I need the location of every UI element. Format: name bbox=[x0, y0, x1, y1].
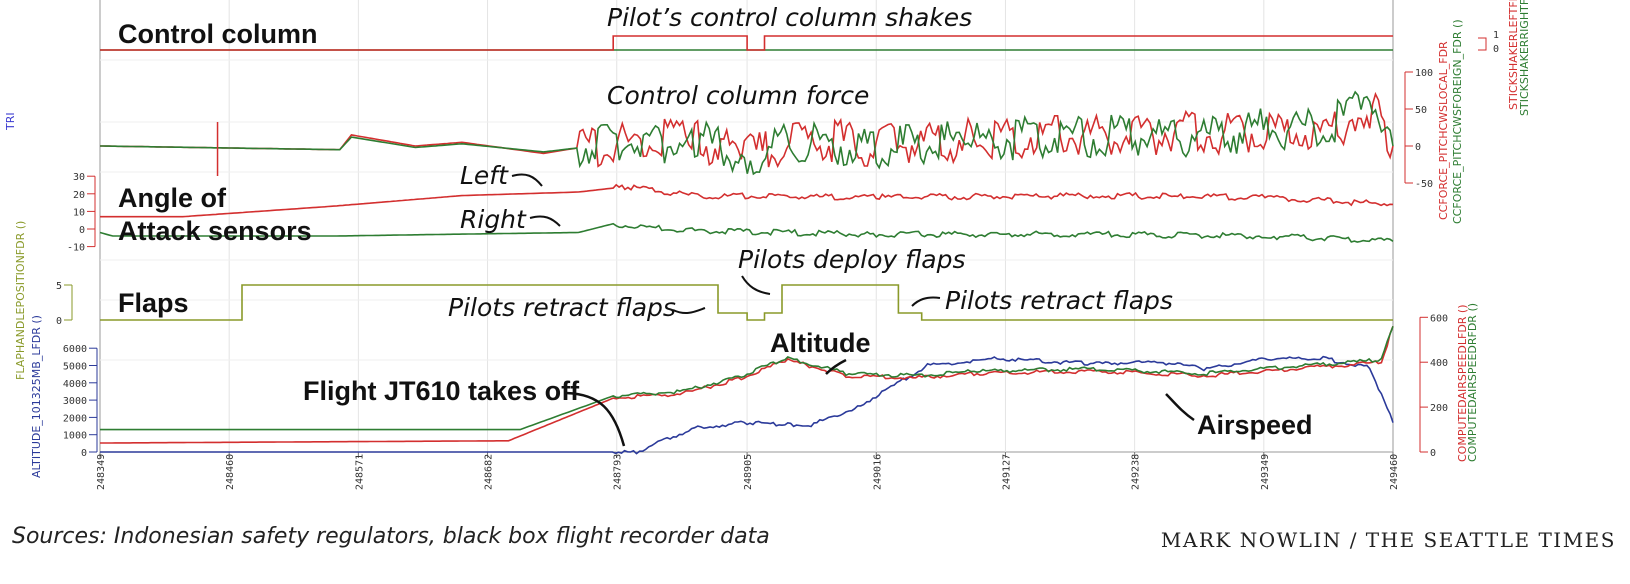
axis-label-tri: TRI bbox=[4, 112, 17, 131]
x-tick-label: 248460 bbox=[225, 454, 236, 490]
axes: 248349 248460 248571 248682 248793 248905 2490… bbox=[4, 0, 1531, 490]
axis-label-airspeed-r: COMPUTEDAIRSPEEDRFDR () bbox=[1466, 303, 1479, 462]
annotation-deploy: Pilots deploy flaps bbox=[738, 245, 966, 274]
annotation-retract-1: Pilots retract flaps bbox=[448, 293, 676, 322]
airspeed-axis-tick-label: 400 bbox=[1430, 358, 1448, 369]
altitude-axis-tick-label: 3000 bbox=[63, 396, 87, 407]
alt-spd-series-2 bbox=[100, 326, 1394, 431]
arrow-deploy bbox=[741, 275, 771, 295]
x-tick-label: 248905 bbox=[743, 454, 754, 490]
control-column-series-1 bbox=[100, 35, 1393, 51]
sources-note: Sources: Indonesian safety regulators, b… bbox=[12, 524, 770, 549]
altitude-axis-tick-label: 0 bbox=[81, 448, 87, 459]
series-layer bbox=[99, 35, 1394, 455]
annotation-airspeed: Airspeed bbox=[1197, 410, 1313, 440]
panel-label-aoa-line2: Attack sensors bbox=[118, 216, 312, 246]
axis-label-stickshaker-left: STICKSHAKERLEFTFDR bbox=[1507, 0, 1520, 110]
force-axis-tick-label: 100 bbox=[1415, 68, 1433, 79]
arrow-altitude bbox=[825, 358, 847, 375]
aoa-series-left bbox=[100, 183, 1394, 218]
stickshaker-tick-1: 1 bbox=[1493, 30, 1499, 41]
arrow-retract-2 bbox=[911, 296, 941, 307]
arrow-left bbox=[511, 173, 543, 187]
altitude-axis-tick-label: 2000 bbox=[63, 413, 87, 424]
axis-label-airspeed-l: COMPUTEDAIRSPEEDLFDR () bbox=[1456, 304, 1469, 462]
arrow-takeoff bbox=[565, 391, 626, 447]
axis-label-stickshaker-right: STICKSHAKERRIGHTFDR bbox=[1518, 0, 1531, 116]
aoa-axis-tick-label: 30 bbox=[73, 172, 85, 183]
flaps-axis-tick-label: 5 bbox=[56, 281, 62, 292]
arrow-airspeed bbox=[1165, 393, 1195, 422]
aoa-axis-tick-label: 0 bbox=[79, 225, 85, 236]
force-axis-tick-label: 0 bbox=[1415, 142, 1421, 153]
panel-label-control-column: Control column bbox=[118, 19, 317, 49]
force-axis-tick-label: 50 bbox=[1415, 105, 1427, 116]
x-tick-label: 249349 bbox=[1260, 454, 1271, 490]
panel-label-aoa-line1: Angle of bbox=[118, 183, 227, 213]
airspeed-axis-tick-label: 600 bbox=[1430, 313, 1448, 324]
alt-spd-series-1 bbox=[100, 326, 1394, 444]
airspeed-axis-tick-label: 0 bbox=[1430, 448, 1436, 459]
x-tick-label: 248682 bbox=[484, 454, 495, 490]
x-tick-label: 248793 bbox=[613, 454, 624, 490]
x-tick-label: 249238 bbox=[1131, 454, 1142, 490]
alt-spd-series-0 bbox=[100, 355, 1394, 455]
x-tick-label: 248349 bbox=[96, 454, 107, 490]
altitude-axis-tick-label: 1000 bbox=[63, 431, 87, 442]
force-series-1 bbox=[100, 90, 1394, 176]
altitude-axis-tick-label: 6000 bbox=[63, 344, 87, 355]
annotation-retract-2: Pilots retract flaps bbox=[945, 286, 1173, 315]
airspeed-axis-tick-label: 200 bbox=[1430, 403, 1448, 414]
altitude-axis-tick-label: 4000 bbox=[63, 379, 87, 390]
credit-line: MARK NOWLIN / THE SEATTLE TIMES bbox=[1160, 528, 1616, 552]
force-axis-tick-label: -50 bbox=[1415, 179, 1433, 190]
aoa-axis-tick-label: 20 bbox=[73, 190, 85, 201]
x-tick-label: 249016 bbox=[872, 454, 883, 490]
annotation-altitude: Altitude bbox=[770, 328, 871, 358]
stickshaker-tick-0: 0 bbox=[1493, 44, 1499, 55]
annotation-left: Left bbox=[460, 161, 509, 190]
aoa-axis-tick-label: 10 bbox=[73, 207, 85, 218]
axis-label-ccforce-local: CCFORCE_PITCHCWSLOCAL_FDR bbox=[1437, 41, 1450, 220]
x-tick-label: 248571 bbox=[354, 454, 365, 490]
annotation-stick-shaker: Pilot’s control column shakes bbox=[607, 3, 972, 32]
axis-label-altitude: ALTITUDE_101325MB_LFDR () bbox=[30, 315, 43, 478]
flaps-series bbox=[100, 284, 1393, 321]
labels-layer: Control column Pilot’s control column sha… bbox=[118, 3, 1313, 447]
annotation-right: Right bbox=[460, 205, 527, 234]
x-tick-label: 249460 bbox=[1389, 454, 1400, 490]
aoa-axis-tick-label: -10 bbox=[67, 243, 85, 254]
axis-label-ccforce-foreign: CCFORCE_PITCHCWSFOREIGN_FDR () bbox=[1451, 19, 1464, 224]
arrow-retract-1 bbox=[672, 307, 706, 315]
panel-label-control-column-force: Control column force bbox=[607, 81, 869, 110]
panel-label-flaps: Flaps bbox=[118, 288, 189, 318]
altitude-axis-tick-label: 5000 bbox=[63, 362, 87, 373]
arrow-right bbox=[529, 215, 561, 227]
stickshaker-bracket bbox=[1478, 37, 1487, 51]
annotation-takeoff: Flight JT610 takes off bbox=[303, 376, 580, 406]
axis-label-flaphandle: FLAPHANDLEPOSITIONFDR () bbox=[14, 221, 27, 380]
aoa-series-right bbox=[99, 222, 1394, 243]
x-tick-label: 249127 bbox=[1001, 454, 1012, 490]
flaps-axis-tick-label: 0 bbox=[56, 316, 62, 327]
